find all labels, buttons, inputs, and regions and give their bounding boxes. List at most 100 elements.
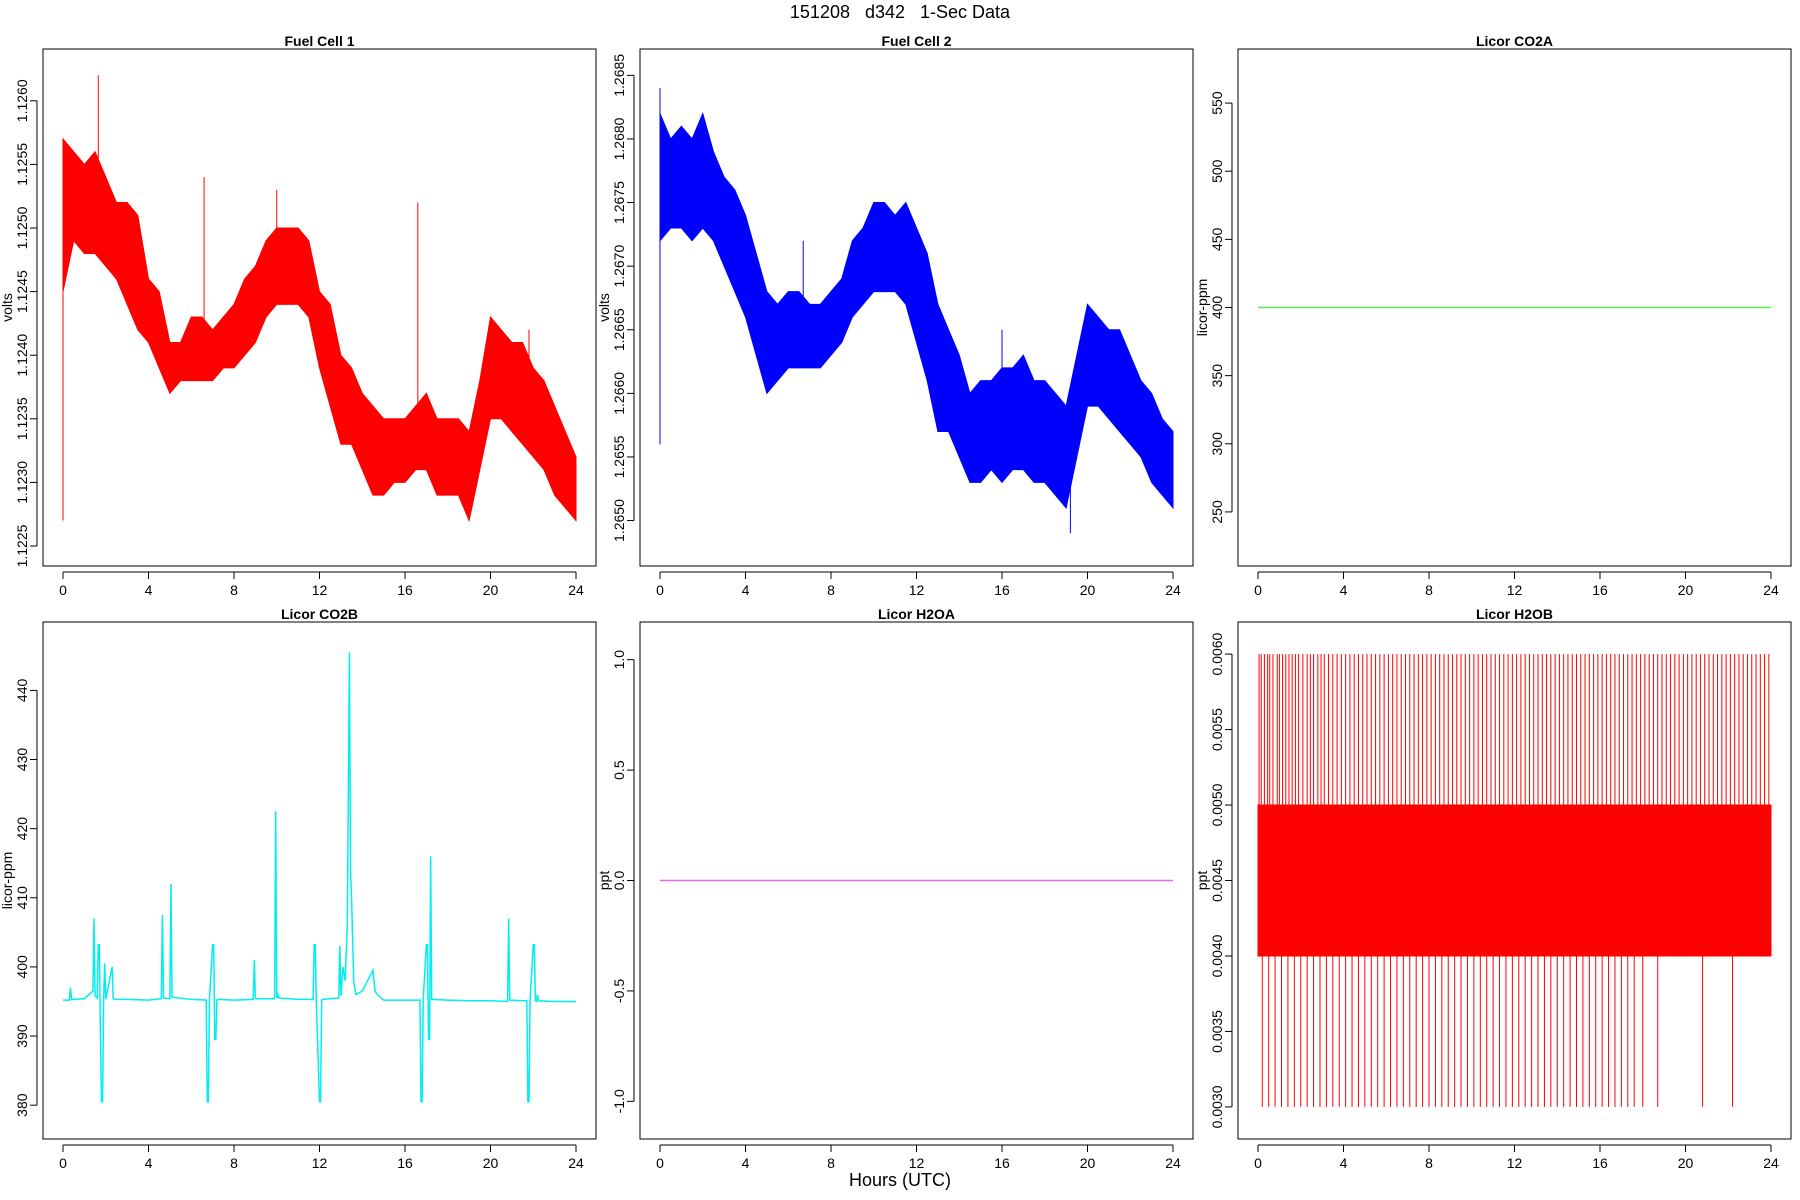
figure-title: 151208 d342 1-Sec Data xyxy=(789,2,1011,22)
y-axis-label: volts xyxy=(596,293,612,322)
series-line xyxy=(63,652,576,1103)
plot-frame xyxy=(42,48,597,567)
y-tick-label: 0.5 xyxy=(611,760,627,780)
panel-title: Licor H2OB xyxy=(1476,606,1553,622)
x-tick-label: 12 xyxy=(909,1155,925,1171)
plot-frame xyxy=(1237,48,1792,567)
y-tick-label: 420 xyxy=(14,817,30,841)
y-tick-label: 440 xyxy=(14,678,30,702)
y-tick-label: 1.2685 xyxy=(611,54,627,97)
x-tick-label: 0 xyxy=(656,1155,664,1171)
y-tick-label: 430 xyxy=(14,748,30,772)
x-tick-label: 12 xyxy=(312,1155,328,1171)
data-layer xyxy=(62,75,577,523)
x-tick-label: 24 xyxy=(568,1155,584,1171)
y-tick-label: 1.2680 xyxy=(611,117,627,160)
y-tick-label: 1.1225 xyxy=(14,524,30,567)
y-tick-label: 1.1260 xyxy=(14,79,30,122)
y-tick-label: 0.0030 xyxy=(1209,1085,1225,1128)
panel-1: Fuel Cell 1 volts 0 4 8 12 16 20 24 1.1225 1.1230 1… xyxy=(0,33,597,598)
y-tick-label: 0.0055 xyxy=(1209,708,1225,751)
x-tick-label: 20 xyxy=(1080,1155,1096,1171)
x-tick-label: 8 xyxy=(827,582,835,598)
panel-2: Fuel Cell 2 volts 0 4 8 12 16 20 24 1.2650 1.2655 1… xyxy=(596,33,1194,598)
y-tick-label: 0.0040 xyxy=(1209,934,1225,977)
y-tick-label: 400 xyxy=(1209,296,1225,320)
x-tick-label: 0 xyxy=(1254,582,1262,598)
y-axis-label: licor-ppm xyxy=(0,852,15,910)
plot-frame xyxy=(1237,621,1792,1140)
x-tick-label: 8 xyxy=(230,1155,238,1171)
x-tick-label: 4 xyxy=(1340,582,1348,598)
y-tick-label: 390 xyxy=(14,1024,30,1048)
x-tick-label: 0 xyxy=(59,1155,67,1171)
x-tick-label: 20 xyxy=(1678,1155,1694,1171)
panel-title: Fuel Cell 1 xyxy=(284,33,354,49)
data-layer xyxy=(659,88,1174,534)
data-layer xyxy=(1257,654,1772,1107)
x-tick-label: 24 xyxy=(1763,582,1779,598)
x-tick-label: 8 xyxy=(1425,1155,1433,1171)
plot-frame xyxy=(42,621,597,1140)
y-tick-label: 1.2655 xyxy=(611,435,627,478)
y-tick-label: 1.2670 xyxy=(611,245,627,288)
x-tick-label: 0 xyxy=(59,582,67,598)
plot-frame xyxy=(639,48,1194,567)
x-tick-label: 16 xyxy=(994,582,1010,598)
x-tick-label: 20 xyxy=(1080,582,1096,598)
panel-title: Licor CO2B xyxy=(281,606,358,622)
y-tick-label: 0.0050 xyxy=(1209,783,1225,826)
y-tick-label: 1.0 xyxy=(611,650,627,670)
x-tick-label: 8 xyxy=(230,582,238,598)
x-tick-label: 24 xyxy=(568,582,584,598)
y-tick-label: 1.1230 xyxy=(14,461,30,504)
x-tick-label: 24 xyxy=(1763,1155,1779,1171)
y-tick-label: 410 xyxy=(14,886,30,910)
x-tick-label: 20 xyxy=(1678,582,1694,598)
panel-5: Licor H2OA ppt 0 4 8 12 16 20 24 -1.0 -0.5 0.0 0.5 1.… xyxy=(596,606,1194,1171)
y-tick-label: 550 xyxy=(1209,91,1225,115)
y-tick-label: 250 xyxy=(1209,500,1225,524)
y-tick-label: 500 xyxy=(1209,159,1225,183)
y-tick-label: 1.1245 xyxy=(14,270,30,313)
y-axis-label: licor-ppm xyxy=(1194,279,1210,337)
panel-title: Licor CO2A xyxy=(1476,33,1553,49)
x-tick-label: 12 xyxy=(909,582,925,598)
x-tick-label: 4 xyxy=(742,1155,750,1171)
y-axis-label: ppt xyxy=(596,871,612,891)
x-tick-label: 16 xyxy=(397,1155,413,1171)
panel-title: Licor H2OA xyxy=(878,606,955,622)
y-tick-label: 400 xyxy=(14,955,30,979)
y-tick-label: 300 xyxy=(1209,432,1225,456)
data-layer xyxy=(63,652,576,1103)
x-tick-label: 16 xyxy=(1592,582,1608,598)
y-tick-label: 350 xyxy=(1209,364,1225,388)
x-tick-label: 0 xyxy=(656,582,664,598)
y-tick-label: 1.1255 xyxy=(14,143,30,186)
y-axis-label: volts xyxy=(0,293,15,322)
panel-6: Licor H2OB ppt 0 4 8 12 16 20 24 0.0030 0.0035 0.00… xyxy=(1194,606,1792,1171)
x-tick-label: 24 xyxy=(1165,582,1181,598)
y-tick-label: 1.1240 xyxy=(14,334,30,377)
x-tick-label: 16 xyxy=(994,1155,1010,1171)
y-tick-label: 1.2660 xyxy=(611,372,627,415)
y-tick-label: 1.2665 xyxy=(611,308,627,351)
x-tick-label: 8 xyxy=(827,1155,835,1171)
x-tick-label: 4 xyxy=(1340,1155,1348,1171)
y-tick-label: 380 xyxy=(14,1093,30,1117)
y-tick-label: 0.0045 xyxy=(1209,859,1225,902)
x-tick-label: 16 xyxy=(397,582,413,598)
x-tick-label: 20 xyxy=(483,1155,499,1171)
x-tick-label: 0 xyxy=(1254,1155,1262,1171)
x-tick-label: 20 xyxy=(483,582,499,598)
y-axis-label: ppt xyxy=(1194,871,1210,891)
x-axis-label: Hours (UTC) xyxy=(849,1170,951,1190)
plot-frame xyxy=(639,621,1194,1140)
x-tick-label: 4 xyxy=(145,582,153,598)
x-tick-label: 4 xyxy=(742,582,750,598)
x-tick-label: 12 xyxy=(312,582,328,598)
x-tick-label: 12 xyxy=(1507,582,1523,598)
panel-4: Licor CO2B licor-ppm 0 4 8 12 16 20 24 380 390 400 4… xyxy=(0,606,597,1171)
series-band xyxy=(62,137,577,523)
